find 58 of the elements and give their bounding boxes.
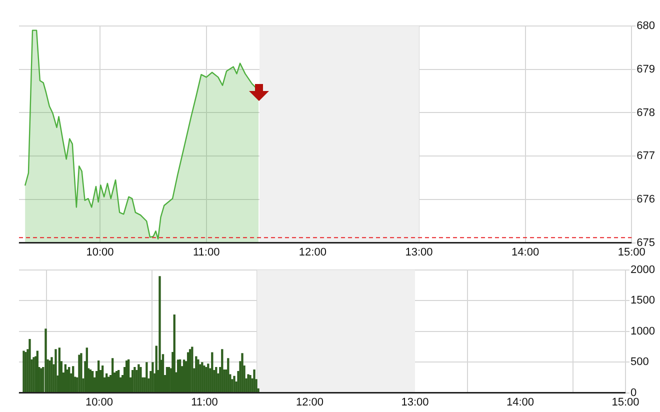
bar — [146, 362, 148, 393]
x-tick-label: 15:00 — [618, 246, 646, 258]
bar — [253, 369, 256, 393]
bar — [140, 366, 142, 393]
bar — [128, 359, 130, 393]
y-tick-label: 678 — [636, 106, 656, 119]
bar — [211, 352, 214, 393]
bar — [68, 366, 70, 393]
x-tick-label: 15:00 — [612, 396, 640, 408]
x-tick-label: 11:00 — [191, 396, 218, 408]
bar — [215, 366, 218, 393]
bar — [166, 366, 168, 393]
x-tick-label: 13:00 — [401, 396, 429, 408]
y-tick-label: 2000 — [630, 264, 656, 276]
x-tick-label: 12:00 — [298, 246, 326, 258]
bar — [58, 348, 60, 393]
bar — [191, 346, 194, 393]
bar — [44, 328, 47, 393]
bar — [98, 360, 100, 393]
x-tick-label: 14:00 — [512, 246, 540, 258]
bar — [54, 349, 57, 393]
x-tick-label: 14:00 — [506, 396, 534, 408]
bar — [221, 349, 224, 393]
bar — [138, 364, 140, 393]
x-tick-label: 12:00 — [296, 396, 324, 408]
y-tick-label: 0 — [630, 386, 637, 399]
bar — [158, 276, 161, 393]
bar — [188, 349, 192, 393]
bar — [126, 360, 128, 393]
x-tick-label: 13:00 — [405, 246, 433, 258]
bar — [118, 370, 120, 393]
x-tick-label: 10:00 — [85, 396, 113, 408]
bar — [72, 366, 74, 393]
bar — [80, 353, 82, 393]
y-tick-label: 1000 — [630, 325, 656, 338]
y-tick-label: 1500 — [630, 294, 656, 307]
bar — [227, 358, 230, 393]
y-tick-label: 677 — [636, 150, 656, 162]
y-tick-label: 675 — [636, 236, 656, 249]
bar — [116, 370, 118, 393]
bar — [132, 370, 134, 393]
y-tick-label: 679 — [636, 63, 656, 76]
x-tick-label: 11:00 — [192, 246, 220, 258]
x-tick-label: 10:00 — [86, 246, 114, 258]
bar — [24, 352, 27, 393]
bar — [22, 350, 25, 393]
bar — [78, 354, 80, 393]
bar — [195, 356, 198, 393]
y-tick-label: 500 — [630, 356, 649, 368]
bar — [28, 339, 31, 393]
bar — [178, 359, 182, 393]
bar — [102, 365, 104, 393]
bar — [64, 364, 66, 393]
bar — [92, 370, 94, 393]
bar — [241, 353, 244, 393]
y-tick-label: 680 — [636, 20, 656, 32]
bar — [112, 358, 114, 393]
y-tick-label: 676 — [636, 193, 656, 206]
